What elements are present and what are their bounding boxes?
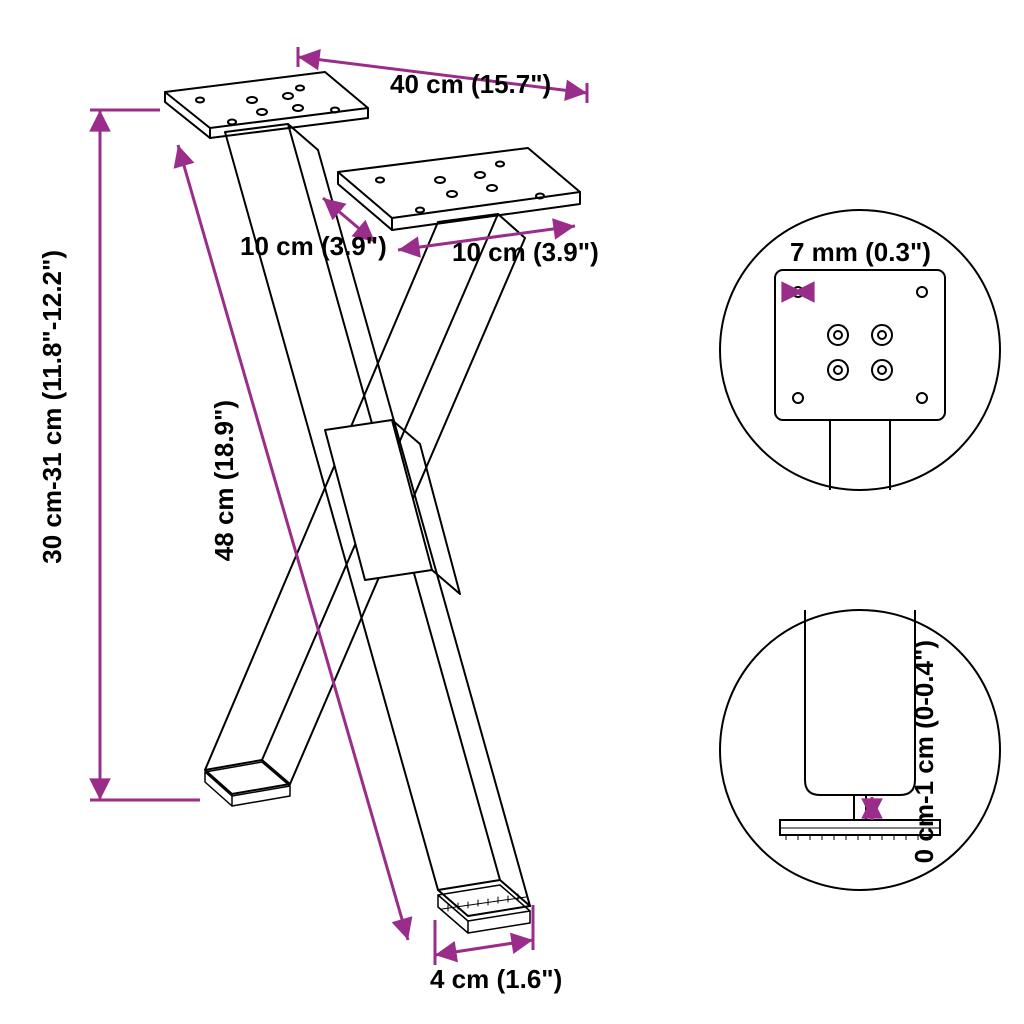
label-diag-length: 48 cm (18.9") — [210, 400, 240, 561]
label-adjuster: 0 cm-1 cm (0-0.4") — [910, 640, 940, 863]
detail-foot-adjuster — [720, 610, 1000, 890]
label-foot-width: 4 cm (1.6") — [430, 965, 562, 995]
top-plate-right — [338, 148, 580, 230]
label-width-top: 40 cm (15.7") — [390, 70, 551, 100]
technical-drawing: 40 cm (15.7") 10 cm (3.9") 10 cm (3.9") … — [0, 0, 1024, 1024]
label-plate-depth: 10 cm (3.9") — [240, 232, 387, 262]
drawing-svg — [0, 0, 1024, 1024]
label-overall-height: 30 cm-31 cm (11.8"-12.2") — [38, 250, 68, 564]
label-plate-width: 10 cm (3.9") — [452, 238, 599, 268]
top-plate-left — [165, 72, 368, 138]
label-hole-dia: 7 mm (0.3") — [790, 238, 931, 268]
